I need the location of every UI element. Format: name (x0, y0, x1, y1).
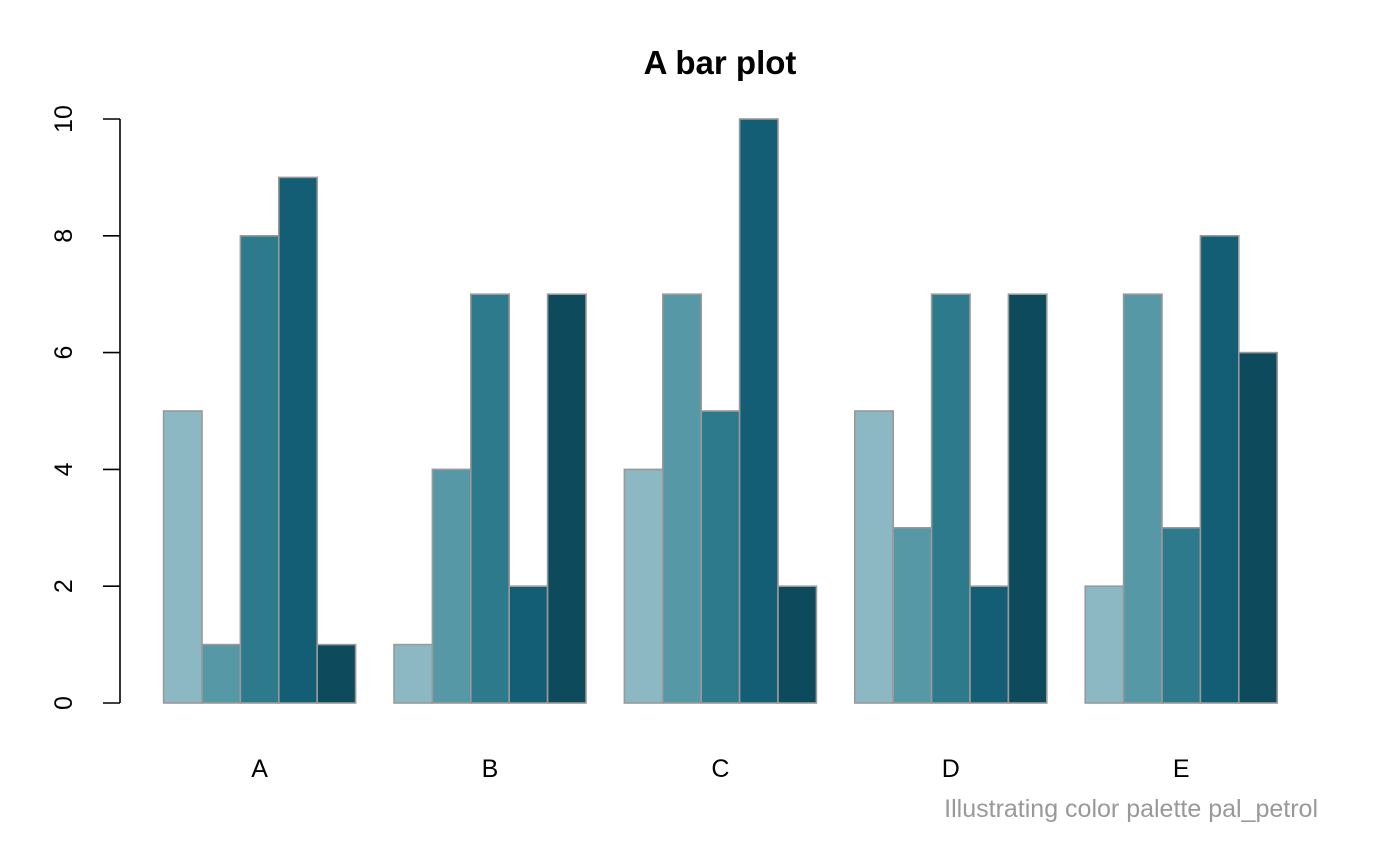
x-category-label: B (482, 755, 499, 783)
bar-D-3 (930, 293, 971, 704)
y-axis: 0 2 4 6 8 10 (50, 105, 121, 710)
bar-D-4 (969, 585, 1010, 704)
bar-A-5 (316, 643, 357, 704)
x-category-label: D (942, 755, 960, 783)
y-tick-label: 6 (50, 346, 78, 360)
bar-C-1 (623, 468, 664, 704)
bar-C-2 (661, 293, 702, 704)
bar-E-2 (1122, 293, 1163, 704)
palette-caption: Illustrating color palette pal_petrol (944, 795, 1318, 823)
bar-A-1 (162, 410, 203, 704)
bar-E-5 (1238, 351, 1279, 704)
bar-C-4 (738, 118, 779, 704)
bar-D-1 (853, 410, 894, 704)
bar-C-3 (700, 410, 741, 704)
bar-C-5 (777, 585, 818, 704)
bar-B-1 (393, 643, 434, 704)
chart-title: A bar plot (644, 44, 797, 81)
y-tick-label: 8 (50, 229, 78, 243)
bar-D-5 (1007, 293, 1048, 704)
bar-B-5 (546, 293, 587, 704)
y-tick-label: 2 (50, 579, 78, 593)
bar-A-4 (277, 176, 318, 704)
x-axis-labels: A B C D E (251, 755, 1189, 783)
x-category-label: A (251, 755, 268, 783)
bar-B-3 (469, 293, 510, 704)
bar-E-3 (1161, 526, 1202, 704)
y-tick-label: 10 (50, 105, 78, 133)
bars-group (162, 118, 1279, 704)
bar-B-4 (508, 585, 549, 704)
x-category-label: C (711, 755, 729, 783)
bar-B-2 (431, 468, 472, 704)
bar-E-1 (1084, 585, 1125, 704)
bar-E-4 (1199, 235, 1240, 704)
bar-A-3 (239, 235, 280, 704)
y-tick-label: 4 (50, 462, 78, 476)
bar-A-2 (201, 643, 242, 704)
x-category-label: E (1173, 755, 1190, 783)
y-tick-label: 0 (50, 696, 78, 710)
bar-D-2 (892, 526, 933, 704)
